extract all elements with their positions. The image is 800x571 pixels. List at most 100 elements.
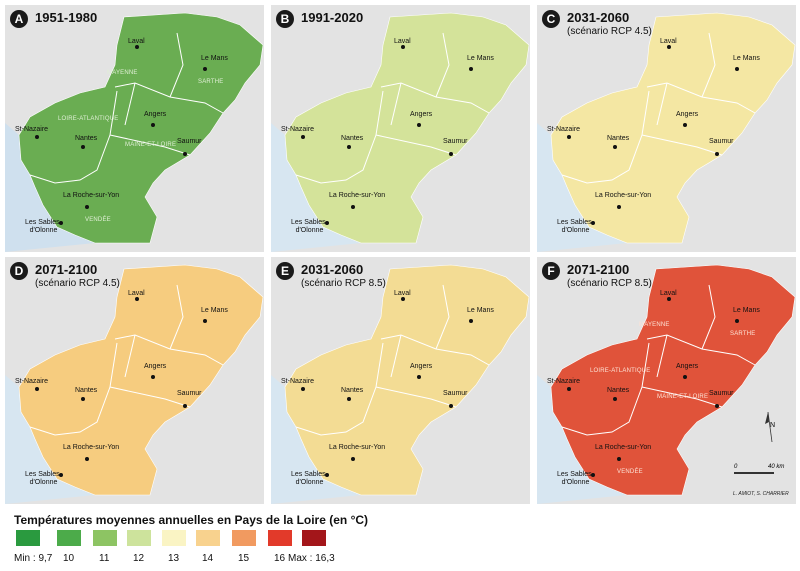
city-dot-laval — [401, 45, 405, 49]
city-dot-st-nazaire — [567, 387, 571, 391]
region-shape — [550, 264, 796, 496]
map-panel-f: F 2071-2100 (scénario RCP 8.5) Laval Le Mans… — [537, 257, 796, 504]
panel-letter-badge: E — [276, 262, 294, 280]
city-label-le-mans: Le Mans — [201, 55, 228, 62]
city-dot-le-mans — [735, 67, 739, 71]
city-label-les-sables-dolonne: Les Sables- d'Olonne — [557, 471, 594, 486]
city-label-les-sables-dolonne: Les Sables- d'Olonne — [25, 471, 62, 486]
city-dot-les-sables-dolonne — [59, 221, 63, 225]
department-boundary — [390, 334, 402, 378]
legend-swatch — [162, 530, 186, 546]
legend-swatch — [57, 530, 81, 546]
city-dot-la-roche-sur-yon — [617, 205, 621, 209]
city-dot-les-sables-dolonne — [325, 221, 329, 225]
department-boundary — [124, 82, 136, 126]
panel-letter-badge: C — [542, 10, 560, 28]
city-label-saumur: Saumur — [443, 390, 468, 397]
scale-bar-line — [734, 472, 774, 474]
legend-swatch — [127, 530, 151, 546]
city-dot-saumur — [183, 404, 187, 408]
panel-title: 1991-2020 — [301, 10, 364, 25]
city-label-la-roche-sur-yon: La Roche-sur-Yon — [595, 444, 652, 451]
legend-label: 16 — [274, 553, 286, 564]
city-label-saumur: Saumur — [709, 390, 734, 397]
department-boundary — [29, 90, 118, 184]
panel-subtitle: (scénario RCP 8.5) — [301, 278, 386, 289]
department-boundary — [295, 90, 384, 184]
city-dot-nantes — [613, 397, 617, 401]
city-dot-laval — [135, 45, 139, 49]
city-dot-angers — [151, 123, 155, 127]
city-label-angers: Angers — [410, 111, 433, 118]
city-dot-saumur — [715, 404, 719, 408]
city-label-angers: Angers — [676, 111, 699, 118]
department-boundary — [561, 90, 650, 184]
department-label-sarthe: SARTHE — [730, 331, 756, 337]
city-label-saumur: Saumur — [177, 138, 202, 145]
city-label-st-nazaire: St-Nazaire — [15, 126, 49, 133]
legend-label: Min : 9,7 — [14, 553, 53, 564]
city-label-le-mans: Le Mans — [733, 307, 760, 314]
legend-label: 13 — [168, 553, 180, 564]
city-label-les-sables-dolonne: Les Sables- d'Olonne — [291, 471, 328, 486]
sea-area — [537, 375, 627, 504]
region-shape — [18, 264, 264, 496]
map-svg — [271, 264, 530, 504]
city-label-nantes: Nantes — [75, 387, 98, 394]
city-label-laval: Laval — [128, 38, 145, 45]
panel-title: 2031-2060 — [567, 10, 630, 25]
department-label-loire-atlantique: LOIRE-ATLANTIQUE — [58, 116, 119, 122]
city-dot-la-roche-sur-yon — [351, 205, 355, 209]
city-label-angers: Angers — [144, 111, 167, 118]
map-svg — [5, 264, 264, 504]
panel-title: 2071-2100 — [567, 262, 630, 277]
city-label-laval: Laval — [660, 38, 677, 45]
region-shape — [284, 264, 530, 496]
legend-title: Températures moyennes annuelles en Pays … — [14, 513, 369, 527]
department-label-mayenne: MAYENNE — [107, 70, 138, 76]
city-label-laval: Laval — [394, 290, 411, 297]
city-dot-nantes — [81, 397, 85, 401]
department-boundary — [561, 342, 650, 436]
city-label-la-roche-sur-yon: La Roche-sur-Yon — [63, 192, 120, 199]
city-dot-st-nazaire — [301, 135, 305, 139]
department-boundary — [656, 334, 668, 378]
department-label-vendee: VENDÉE — [85, 217, 111, 223]
map-svg — [271, 12, 530, 252]
city-label-laval: Laval — [128, 290, 145, 297]
legend-swatch — [196, 530, 220, 546]
city-label-st-nazaire: St-Nazaire — [547, 378, 581, 385]
department-boundary — [295, 342, 384, 436]
city-dot-les-sables-dolonne — [325, 473, 329, 477]
city-dot-le-mans — [203, 67, 207, 71]
city-label-angers: Angers — [676, 363, 699, 370]
city-label-la-roche-sur-yon: La Roche-sur-Yon — [595, 192, 652, 199]
city-label-nantes: Nantes — [607, 135, 630, 142]
city-dot-la-roche-sur-yon — [351, 457, 355, 461]
department-boundary — [701, 284, 716, 350]
sea-area — [271, 123, 361, 252]
city-dot-angers — [683, 375, 687, 379]
city-label-la-roche-sur-yon: La Roche-sur-Yon — [329, 444, 386, 451]
city-dot-st-nazaire — [567, 135, 571, 139]
department-boundary — [701, 32, 716, 98]
department-boundary — [169, 284, 184, 350]
city-dot-angers — [417, 123, 421, 127]
department-label-vendee: VENDÉE — [617, 469, 643, 475]
city-label-la-roche-sur-yon: La Roche-sur-Yon — [329, 192, 386, 199]
map-svg — [5, 12, 264, 252]
scale-end-label: 40 km — [768, 464, 785, 470]
map-panel-b: B 1991-2020 Laval Le Mans Angers St-Nazaire Na… — [271, 5, 530, 252]
map-svg — [537, 264, 796, 504]
panel-title: 2071-2100 — [35, 262, 98, 277]
region-shape — [550, 12, 796, 244]
city-label-les-sables-dolonne: Les Sables- d'Olonne — [25, 219, 62, 234]
city-dot-saumur — [449, 152, 453, 156]
scale-start-label: 0 — [734, 464, 738, 470]
city-label-saumur: Saumur — [709, 138, 734, 145]
department-label-maine-et-loire: MAINE-ET-LOIRE — [125, 142, 177, 148]
department-boundary — [124, 334, 136, 378]
city-dot-les-sables-dolonne — [591, 221, 595, 225]
map-panel-a: A 1951-1980 Laval Le Mans Angers St-Nazaire Na… — [5, 5, 264, 252]
city-dot-nantes — [347, 397, 351, 401]
